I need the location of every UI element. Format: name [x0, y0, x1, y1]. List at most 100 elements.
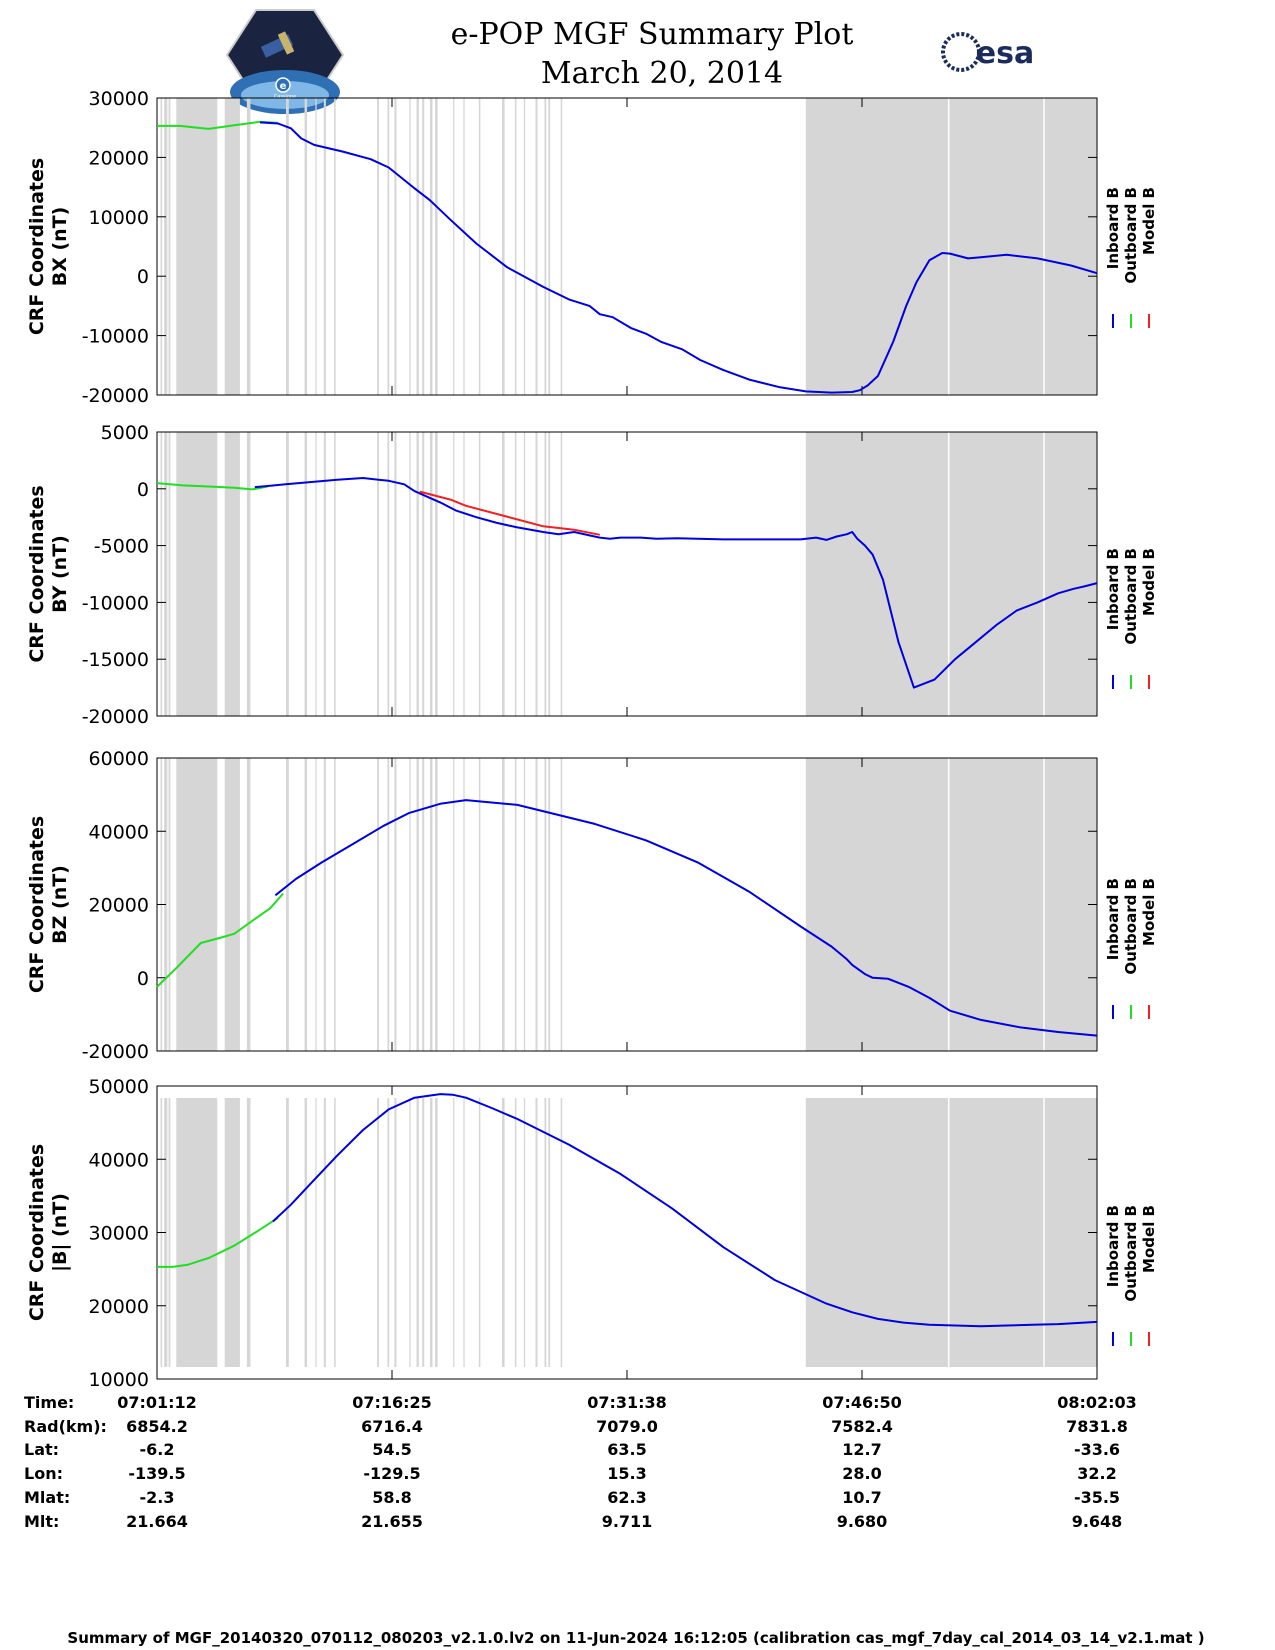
table-row-label: Lon: — [24, 1464, 63, 1483]
y-tick-label: 20000 — [89, 1296, 149, 1318]
table-cell: 07:31:38 — [587, 1393, 667, 1412]
legend-label-model-b: Model B — [1140, 1205, 1158, 1273]
data-gap-band — [224, 98, 240, 395]
data-gap-band — [544, 1098, 547, 1367]
table-cell: 7831.8 — [1066, 1417, 1128, 1436]
data-gap-band — [463, 1098, 465, 1367]
data-gap-band — [304, 98, 308, 395]
data-gap-band — [548, 1098, 551, 1367]
legend: Inboard B Outboard B Model B — [1104, 878, 1158, 1019]
data-gap-band — [805, 98, 1097, 395]
data-gap-band — [394, 98, 397, 395]
plot-date: March 20, 2014 — [541, 56, 783, 91]
legend-label-model-b: Model B — [1140, 878, 1158, 946]
table-cell: 12.7 — [842, 1440, 881, 1459]
data-gap-band — [453, 432, 455, 716]
svg-text:e: e — [280, 81, 287, 92]
y-axis-unit-label: BZ (nT) — [49, 865, 71, 944]
data-gap-band — [478, 758, 481, 1051]
data-gap-band — [560, 432, 563, 716]
series-line-inboard-b — [274, 799, 1098, 1037]
data-gap-band — [285, 98, 289, 395]
legend-label-model-b: Model B — [1140, 187, 1158, 255]
table-cell: 15.3 — [607, 1464, 646, 1483]
data-gap-band — [323, 1098, 326, 1367]
table-cell: 7079.0 — [596, 1417, 658, 1436]
data-gap-band — [435, 1098, 438, 1367]
table-cell: 07:01:12 — [117, 1393, 197, 1412]
data-gap-band — [429, 98, 433, 395]
data-gap-band — [523, 432, 526, 716]
y-tick-label: 0 — [137, 479, 149, 501]
data-gap-band — [535, 1098, 538, 1367]
y-axis-label: CRF Coordinates — [26, 816, 48, 993]
footer-caption: Summary of MGF_20140320_070112_080203_v2… — [67, 1629, 1204, 1647]
table-cell: -2.3 — [140, 1488, 175, 1507]
data-gap-band — [377, 98, 379, 395]
data-gap-band — [334, 1098, 336, 1367]
y-tick-label: 20000 — [89, 895, 149, 917]
data-gap-band — [387, 758, 390, 1051]
legend: Inboard B Outboard B Model B — [1104, 187, 1158, 328]
data-gap-band — [544, 98, 547, 395]
series-line-inboard-b — [254, 477, 1098, 689]
data-gap-band — [416, 432, 419, 716]
data-gap-band — [429, 432, 433, 716]
legend-label-inboard-b: Inboard B — [1104, 1205, 1122, 1287]
data-gap-band — [246, 758, 251, 1051]
data-gap-band — [285, 1098, 289, 1367]
data-gap-band — [315, 1098, 317, 1367]
table-cell: 10.7 — [842, 1488, 881, 1507]
y-tick-label: -20000 — [82, 1041, 149, 1063]
data-gap-band — [387, 98, 390, 395]
data-gap-band — [285, 758, 289, 1051]
data-gap-band — [805, 432, 1097, 716]
data-gap-band — [463, 432, 465, 716]
data-gap-band — [224, 432, 240, 716]
data-gap-band — [304, 1098, 308, 1367]
data-gap-band — [246, 98, 251, 395]
table-cell: -129.5 — [363, 1464, 420, 1483]
data-gap-band — [394, 758, 397, 1051]
svg-text:esa: esa — [976, 36, 1034, 71]
series-line-outboard-b — [157, 120, 279, 130]
data-gap-band — [246, 1098, 251, 1367]
data-gap-band — [514, 432, 517, 716]
y-tick-label: 5000 — [101, 422, 149, 444]
y-tick-label: 40000 — [89, 821, 149, 843]
legend-label-inboard-b: Inboard B — [1104, 548, 1122, 630]
y-tick-label: 10000 — [89, 207, 149, 229]
data-gap-band — [168, 432, 171, 716]
y-tick-label: 30000 — [89, 1223, 149, 1245]
legend: Inboard B Outboard B Model B — [1104, 1205, 1158, 1346]
data-gap-band — [560, 1098, 563, 1367]
data-gap-band — [502, 432, 505, 716]
svg-text:Cassiope: Cassiope — [274, 94, 296, 100]
table-cell: 58.8 — [372, 1488, 411, 1507]
plot-title: e-POP MGF Summary Plot — [451, 17, 854, 52]
panel-b-nt: 50000 40000 30000 20000 10000 CRF Coordinates… — [26, 1076, 1158, 1391]
data-gap-band — [409, 1098, 411, 1367]
y-axis-unit-label: BX (nT) — [49, 207, 71, 287]
data-gap-band — [478, 432, 481, 716]
data-gap-band — [535, 98, 538, 395]
y-tick-label: -20000 — [82, 385, 149, 407]
table-cell: 63.5 — [607, 1440, 646, 1459]
table-cell: -139.5 — [128, 1464, 185, 1483]
data-gap-band — [304, 758, 308, 1051]
y-tick-label: -10000 — [82, 592, 149, 614]
table-cell: 21.655 — [361, 1512, 423, 1531]
esa-logo: esa — [941, 32, 1034, 72]
data-gap-band — [435, 758, 438, 1051]
table-row-label: Rad(km): — [24, 1417, 107, 1436]
legend: Inboard B Outboard B Model B — [1104, 548, 1158, 689]
data-gap-band — [548, 98, 551, 395]
y-tick-label: 60000 — [89, 748, 149, 770]
data-gap-band — [535, 432, 538, 716]
data-gap-band — [435, 432, 438, 716]
table-cell: -35.5 — [1074, 1488, 1120, 1507]
data-gap-band — [416, 98, 419, 395]
data-gap-band — [315, 98, 317, 395]
data-gap-band — [805, 758, 1097, 1051]
data-gap-band — [422, 1098, 425, 1367]
